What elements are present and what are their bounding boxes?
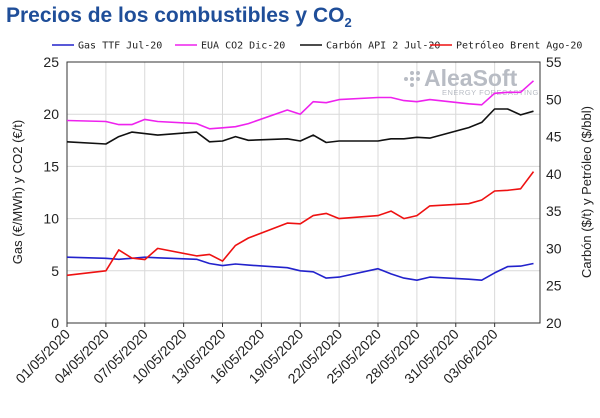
- series-line: [66, 171, 535, 277]
- y-right-tick-label: 30: [546, 240, 562, 256]
- y-axis-left: 0 5 10 15 20 25: [43, 54, 59, 331]
- legend-entry: Petróleo Brent Ago-20: [456, 40, 582, 52]
- y-right-tick-label: 50: [546, 91, 562, 107]
- legend-entry: Gas TTF Jul-20: [78, 41, 162, 52]
- aleasoft-logo: AleaSoft ENERGY FORECASTING: [404, 65, 539, 97]
- series-line: [66, 80, 535, 130]
- series-lines: [66, 80, 535, 282]
- chart-title: Precios de los combustibles y CO2: [6, 4, 352, 31]
- series-line: [66, 108, 534, 145]
- plot-frame: [66, 61, 541, 324]
- logo-tagline: ENERGY FORECASTING: [442, 88, 539, 97]
- logo-name: AleaSoft: [424, 65, 518, 91]
- y-left-tick-label: 15: [43, 158, 59, 174]
- y-left-tick-label: 0: [51, 315, 59, 331]
- legend-entry: EUA CO2 Dic-20: [201, 41, 285, 52]
- y-right-tick-label: 55: [546, 54, 562, 70]
- y-right-tick-label: 45: [546, 129, 562, 145]
- y-left-tick-label: 25: [43, 54, 59, 70]
- y-axis-right-label: Carbón ($/t) y Petróleo ($/bbl): [579, 106, 594, 278]
- plot-border: [66, 61, 541, 324]
- y-right-tick-label: 35: [546, 203, 562, 219]
- series-line: [66, 256, 534, 282]
- y-right-tick-label: 40: [546, 166, 562, 182]
- y-axis-right: 20 25 30 35 40 45 50 55: [546, 54, 562, 331]
- y-axis-left-label: Gas (€/MWh) y CO2 (€/t): [10, 120, 25, 264]
- legend: Gas TTF Jul-20 EUA CO2 Dic-20 Carbón API 2…: [52, 40, 582, 52]
- y-right-tick-label: 20: [546, 315, 562, 331]
- y-left-tick-label: 10: [43, 211, 59, 227]
- x-axis: 01/05/202004/05/202007/05/202010/05/2020…: [12, 323, 501, 387]
- legend-entry: Carbón API 2 Jul-20: [326, 40, 440, 52]
- grid-lines: [66, 61, 540, 324]
- aleasoft-dots-icon: [404, 71, 420, 87]
- y-right-tick-label: 25: [546, 278, 562, 294]
- y-left-tick-label: 5: [51, 263, 59, 279]
- y-left-tick-label: 20: [43, 106, 59, 122]
